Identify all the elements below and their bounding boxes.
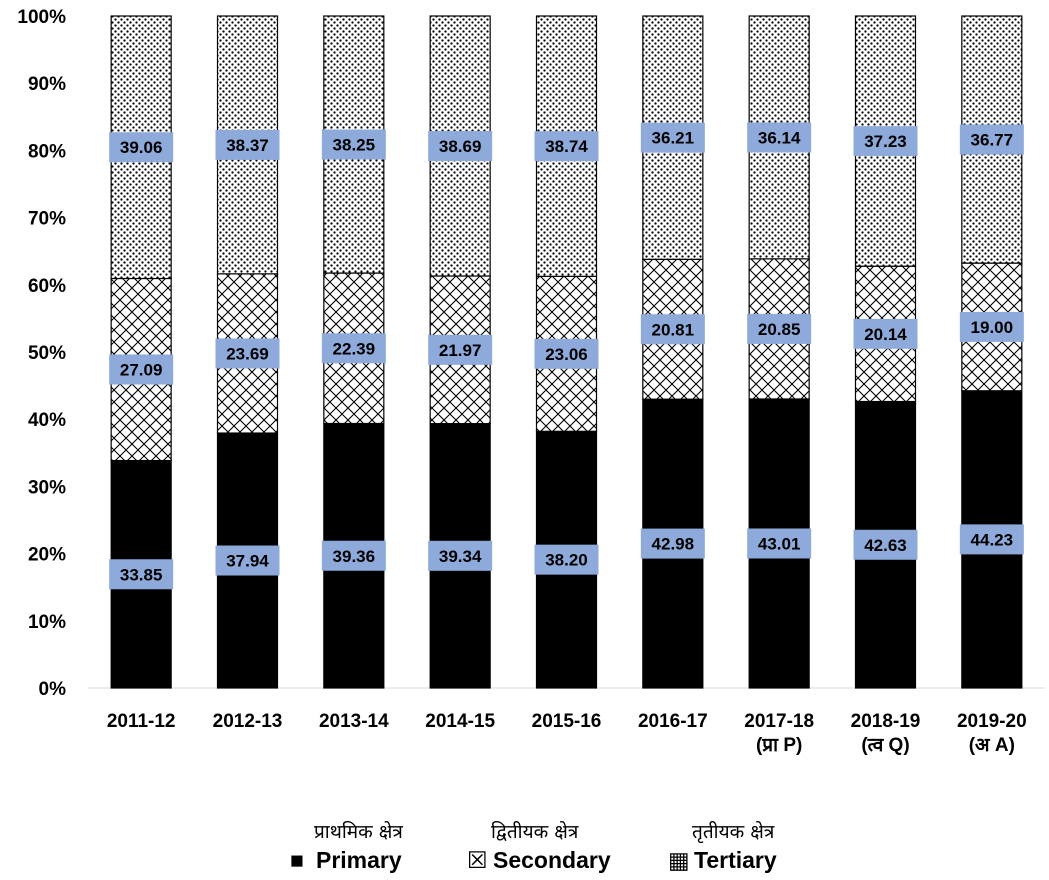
data-label: 36.14 [758,128,801,147]
data-label-box [853,318,918,349]
data-label: 27.09 [120,361,163,380]
data-label-box [321,540,386,571]
x-tick-label: (अ A) [969,735,1015,756]
data-label: 39.06 [120,138,163,157]
data-label-box [321,129,386,160]
legend: प्राथमिक क्षेत्र ■ Primary द्वितीयक क्षेत्र… [290,820,777,873]
y-axis: 0% 10% 20% 30% 40% 50% 60% 70% 80% 90% 100% [17,7,66,700]
data-label-box [428,334,493,365]
x-tick-label: 2013-14 [319,711,389,732]
data-label-box [534,544,599,575]
data-label-box [321,333,386,364]
data-label-box [959,524,1024,555]
y-tick-label: 10% [28,612,66,633]
legend-label-secondary: Secondary [493,847,611,873]
data-label: 23.06 [545,345,588,364]
y-tick-label: 90% [28,74,66,95]
x-tick-label: (प्रा P) [756,735,802,756]
data-label: 44.23 [971,530,1014,549]
data-label: 20.81 [652,320,695,339]
data-label: 38.37 [226,136,269,155]
data-label: 23.69 [226,344,269,363]
data-label: 36.77 [971,131,1014,150]
legend-hindi-label: द्वितीयक क्षेत्र [491,820,579,843]
legend-hindi-label: प्राथमिक क्षेत्र [314,820,403,843]
data-label: 38.69 [439,137,482,156]
data-label-box [109,132,174,163]
x-tick-label: 2015-16 [532,711,602,732]
data-label: 38.25 [333,136,376,155]
data-label-box [853,126,918,157]
y-tick-label: 70% [28,209,66,230]
y-tick-label: 80% [28,141,66,162]
x-tick-label: 2014-15 [425,711,495,732]
data-label: 37.94 [226,552,269,571]
y-tick-label: 20% [28,545,66,566]
data-label: 20.14 [864,325,907,344]
data-label: 42.98 [652,535,695,554]
data-label: 42.63 [864,536,907,555]
data-label-box [428,540,493,571]
data-label: 21.97 [439,341,482,360]
data-label: 39.36 [333,547,376,566]
data-label-box [640,528,705,559]
y-tick-label: 50% [28,343,66,364]
data-label-box [534,131,599,162]
x-tick-label: 2018-19 [851,711,921,732]
legend-label-tertiary: Tertiary [694,847,777,873]
y-tick-label: 60% [28,276,66,297]
y-tick-label: 0% [39,679,67,700]
y-tick-label: 30% [28,477,66,498]
legend-marker-primary: ■ [290,847,304,873]
data-label: 37.23 [864,132,907,151]
x-tick-label: 2016-17 [638,711,708,732]
x-axis: 2011-12 2012-13 2013-14 2014-15 2015-16 2016-… [88,687,1045,756]
data-label: 19.00 [971,318,1014,337]
data-label-box [959,124,1024,155]
data-label-box [640,122,705,153]
legend-marker-tertiary: ▦ [668,847,690,873]
data-label-box [959,311,1024,342]
data-labels: 33.85 27.09 39.06 37.94 23.69 38.37 39.36 22.39… [109,122,1024,590]
y-tick-label: 40% [28,410,66,431]
x-tick-label: 2017-18 [744,711,814,732]
x-tick-label: (त्व Q) [861,735,909,756]
data-label: 20.85 [758,320,801,339]
data-label-box [853,529,918,560]
data-label: 39.34 [439,547,482,566]
data-label-box [215,545,280,576]
data-label-box [747,313,812,344]
data-label: 22.39 [333,339,376,358]
x-tick-label: 2019-20 [957,711,1027,732]
data-label: 36.21 [652,129,695,148]
data-label: 38.74 [545,137,588,156]
x-tick-label: 2012-13 [213,711,283,732]
data-label: 33.85 [120,565,163,584]
data-label-box [534,338,599,369]
legend-label-primary: Primary [316,847,402,873]
legend-hindi-label: तृतीयक क्षेत्र [692,820,775,844]
data-label-box [640,314,705,345]
data-label-box [215,338,280,369]
data-label-box [747,528,812,559]
x-tick-label: 2011-12 [107,711,176,732]
y-tick-label: 100% [17,7,66,28]
data-label-box [215,129,280,160]
data-label-box [109,559,174,590]
legend-marker-secondary: ☒ [467,847,488,873]
data-label-box [109,354,174,385]
data-label: 43.01 [758,534,801,553]
data-label-box [428,130,493,161]
data-label: 38.20 [545,551,588,570]
data-label-box [747,122,812,153]
